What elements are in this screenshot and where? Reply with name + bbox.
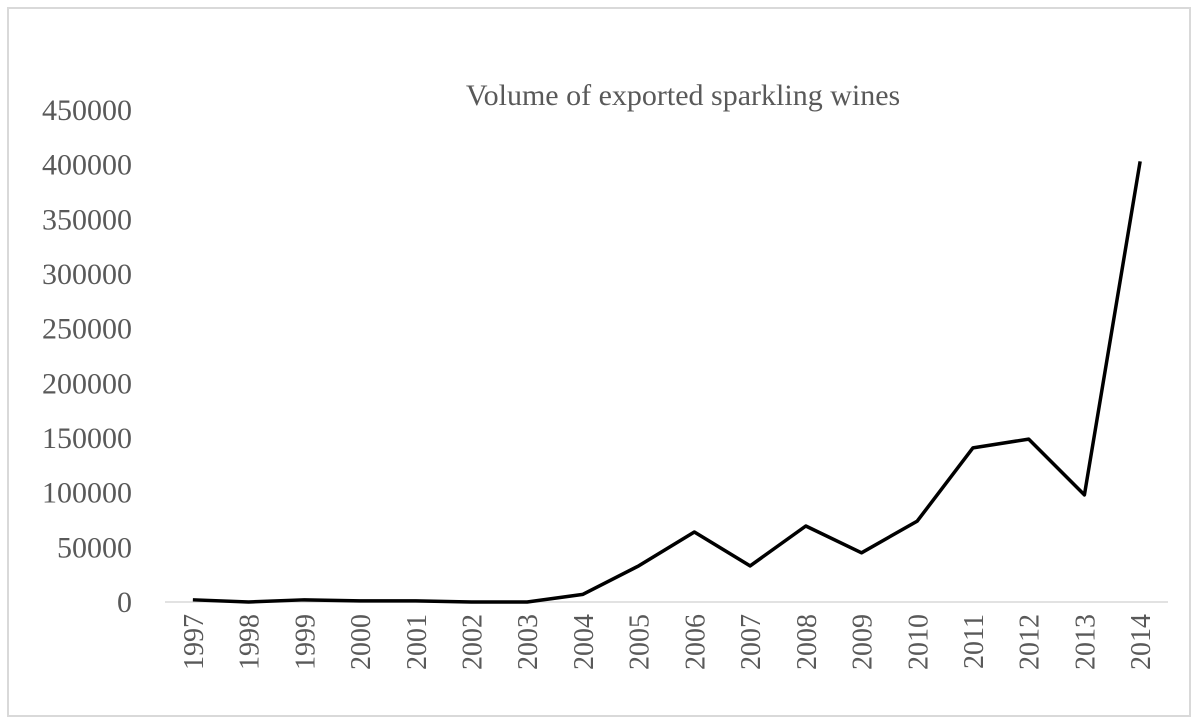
x-tick-label: 2002: [457, 614, 488, 670]
x-tick-label: 1999: [290, 614, 321, 670]
x-tick-label: 2012: [1015, 614, 1046, 670]
chart-title: Volume of exported sparkling wines: [466, 79, 900, 112]
x-tick-label: 2014: [1126, 614, 1157, 670]
x-tick-label: 2005: [625, 614, 656, 670]
y-tick-label: 200000: [42, 367, 132, 400]
y-tick-label: 100000: [42, 477, 132, 510]
y-tick-label: 400000: [42, 149, 132, 182]
x-tick-label: 1998: [235, 614, 266, 670]
y-tick-label: 250000: [42, 313, 132, 346]
chart-frame: [7, 7, 1191, 717]
x-tick-label: 2003: [513, 614, 544, 670]
y-tick-label: 50000: [57, 531, 132, 564]
x-tick-label: 2011: [959, 614, 990, 669]
x-tick-label: 2004: [569, 614, 600, 670]
x-tick-label: 2013: [1070, 614, 1101, 670]
x-tick-label: 2000: [346, 614, 377, 670]
x-tick-label: 1997: [179, 614, 210, 670]
data-line: [192, 161, 1142, 604]
x-tick-label: 2009: [848, 614, 879, 670]
y-tick-label: 150000: [42, 422, 132, 455]
x-tick-label: 2008: [792, 614, 823, 670]
y-tick-label: 0: [117, 586, 132, 619]
x-tick-label: 2010: [903, 614, 934, 670]
y-tick-label: 350000: [42, 203, 132, 236]
x-tick-label: 2006: [680, 614, 711, 670]
y-tick-label: 300000: [42, 258, 132, 291]
x-tick-label: 2001: [402, 614, 433, 670]
y-tick-label: 450000: [42, 94, 132, 127]
x-tick-label: 2007: [736, 614, 767, 670]
